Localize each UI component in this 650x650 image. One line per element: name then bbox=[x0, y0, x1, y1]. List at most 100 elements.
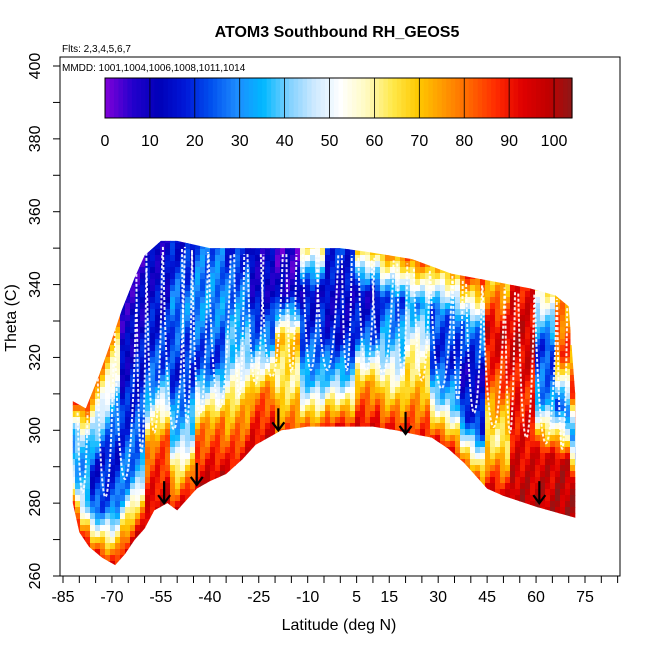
colorbar-tick-label: 70 bbox=[410, 133, 428, 150]
heat-cell bbox=[400, 357, 406, 364]
heat-cell bbox=[60, 429, 66, 436]
heat-cell bbox=[530, 429, 536, 436]
heat-cell bbox=[350, 297, 356, 304]
heat-cell bbox=[565, 405, 571, 412]
heat-cell bbox=[130, 513, 136, 520]
x-tick-label: -70 bbox=[100, 589, 123, 606]
heat-cell bbox=[540, 501, 546, 508]
heat-cell bbox=[180, 243, 186, 250]
heat-cell bbox=[160, 435, 166, 442]
heat-cell bbox=[150, 279, 156, 286]
heat-cell bbox=[335, 339, 341, 346]
heat-cell bbox=[85, 393, 91, 400]
heat-cell bbox=[285, 381, 291, 388]
colorbar-segment bbox=[549, 78, 555, 118]
heat-cell bbox=[185, 261, 191, 268]
heat-cell bbox=[65, 405, 71, 412]
heat-cell bbox=[120, 387, 126, 394]
heat-cell bbox=[415, 369, 421, 376]
heat-cell bbox=[205, 411, 211, 418]
heat-cell bbox=[320, 303, 326, 310]
heat-cell bbox=[380, 369, 386, 376]
heat-cell bbox=[275, 363, 281, 370]
heat-cell bbox=[245, 345, 251, 352]
heat-cell bbox=[340, 249, 346, 256]
heat-cell bbox=[490, 321, 496, 328]
heat-cell bbox=[95, 417, 101, 424]
heat-cell bbox=[165, 417, 171, 424]
heat-cell bbox=[145, 387, 151, 394]
heat-cell bbox=[150, 483, 156, 490]
heat-cell bbox=[520, 285, 526, 292]
heat-cell bbox=[200, 375, 206, 382]
heat-cell bbox=[515, 507, 521, 514]
heat-cell bbox=[355, 363, 361, 370]
heat-cell bbox=[375, 261, 381, 268]
heat-cell bbox=[320, 411, 326, 418]
heat-cell bbox=[370, 399, 376, 406]
heat-cell bbox=[150, 387, 156, 394]
heat-cell bbox=[165, 447, 171, 454]
heat-cell bbox=[415, 309, 421, 316]
heat-cell bbox=[235, 363, 241, 370]
heat-cell bbox=[310, 423, 316, 430]
heat-cell bbox=[545, 507, 551, 514]
heat-cell bbox=[80, 495, 86, 502]
heat-cell bbox=[515, 399, 521, 406]
heat-cell bbox=[520, 291, 526, 298]
heat-cell bbox=[160, 303, 166, 310]
heat-cell bbox=[510, 321, 516, 328]
heat-cell bbox=[580, 417, 586, 424]
heat-cell bbox=[220, 435, 226, 442]
heat-cell bbox=[510, 315, 516, 322]
heat-cell bbox=[125, 357, 131, 364]
colorbar-tick-label: 50 bbox=[321, 133, 339, 150]
heat-cell bbox=[295, 315, 301, 322]
heat-cell bbox=[300, 429, 306, 436]
heat-cell bbox=[435, 387, 441, 394]
heat-cell bbox=[400, 411, 406, 418]
heat-cell bbox=[275, 345, 281, 352]
heat-cell bbox=[225, 375, 231, 382]
heat-cell bbox=[330, 285, 336, 292]
flight-track-streak bbox=[533, 298, 558, 445]
heat-cell bbox=[435, 267, 441, 274]
heat-cell bbox=[170, 393, 176, 400]
heat-cell bbox=[490, 387, 496, 394]
heat-cell bbox=[205, 267, 211, 274]
heat-cell bbox=[375, 315, 381, 322]
heat-cell bbox=[345, 399, 351, 406]
heat-cell bbox=[280, 327, 286, 334]
heat-cell bbox=[525, 483, 531, 490]
x-tick-label: 5 bbox=[352, 589, 361, 606]
heat-cell bbox=[285, 411, 291, 418]
heat-cell bbox=[485, 357, 491, 364]
heat-cell bbox=[190, 471, 196, 478]
heat-cell bbox=[550, 339, 556, 346]
heat-cell bbox=[475, 333, 481, 340]
heat-cell bbox=[490, 417, 496, 424]
heat-cell bbox=[205, 297, 211, 304]
heat-cell bbox=[485, 495, 491, 502]
heat-cell bbox=[280, 381, 286, 388]
colorbar-segment bbox=[221, 78, 227, 118]
heat-cell bbox=[520, 441, 526, 448]
heat-cell bbox=[285, 240, 291, 244]
heat-cell bbox=[580, 477, 586, 484]
colorbar-tick-label: 30 bbox=[231, 133, 249, 150]
heat-cell bbox=[210, 273, 216, 280]
heat-cell bbox=[395, 369, 401, 376]
heat-cell bbox=[510, 345, 516, 352]
heat-cell bbox=[350, 273, 356, 280]
heat-cell bbox=[415, 381, 421, 388]
heat-cell bbox=[135, 297, 141, 304]
heat-cell bbox=[155, 417, 161, 424]
heat-cell bbox=[570, 501, 576, 508]
heat-cell bbox=[445, 423, 451, 430]
heat-cell bbox=[470, 471, 476, 478]
colorbar-segment bbox=[504, 78, 510, 118]
heat-cell bbox=[385, 249, 391, 256]
heat-cell bbox=[120, 369, 126, 376]
heat-cell bbox=[545, 321, 551, 328]
heat-cell bbox=[355, 333, 361, 340]
